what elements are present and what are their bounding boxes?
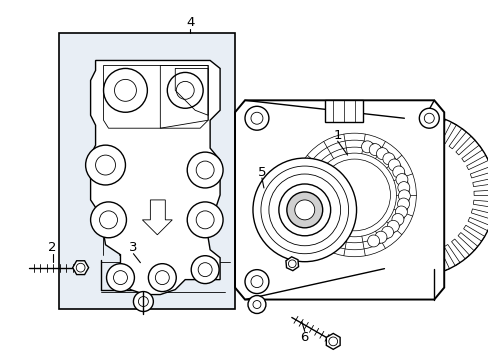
- Polygon shape: [466, 156, 488, 170]
- Circle shape: [113, 271, 127, 285]
- Circle shape: [376, 148, 387, 159]
- Circle shape: [252, 158, 356, 262]
- Polygon shape: [448, 129, 466, 149]
- Text: 5: 5: [257, 166, 265, 179]
- Circle shape: [191, 256, 219, 284]
- Circle shape: [187, 152, 223, 188]
- Circle shape: [424, 113, 433, 123]
- Circle shape: [392, 166, 404, 178]
- Circle shape: [133, 292, 153, 311]
- Polygon shape: [418, 254, 426, 276]
- Polygon shape: [424, 114, 433, 137]
- Polygon shape: [467, 217, 488, 231]
- Polygon shape: [427, 252, 437, 275]
- Circle shape: [250, 112, 263, 124]
- Circle shape: [286, 192, 322, 228]
- Text: 1: 1: [333, 129, 341, 142]
- Polygon shape: [441, 122, 455, 144]
- Text: 6: 6: [300, 331, 308, 344]
- Circle shape: [278, 184, 330, 236]
- Polygon shape: [432, 117, 445, 140]
- Circle shape: [294, 200, 314, 220]
- Bar: [59, 32, 235, 310]
- Polygon shape: [325, 333, 340, 349]
- Text: 4: 4: [185, 16, 194, 29]
- Polygon shape: [455, 136, 474, 155]
- Circle shape: [114, 80, 136, 101]
- Circle shape: [386, 220, 398, 232]
- Circle shape: [155, 271, 169, 285]
- Circle shape: [395, 174, 407, 185]
- Circle shape: [381, 226, 393, 238]
- Polygon shape: [235, 100, 443, 300]
- Circle shape: [90, 202, 126, 238]
- Circle shape: [397, 181, 409, 194]
- Circle shape: [397, 198, 408, 210]
- Text: 2: 2: [48, 241, 57, 254]
- Circle shape: [374, 231, 386, 243]
- Circle shape: [138, 297, 148, 306]
- Circle shape: [167, 72, 203, 108]
- Polygon shape: [285, 257, 298, 271]
- Polygon shape: [472, 178, 488, 186]
- Polygon shape: [435, 249, 448, 271]
- Bar: [324, 100, 362, 122]
- Circle shape: [261, 166, 348, 254]
- Circle shape: [106, 264, 134, 292]
- Polygon shape: [450, 239, 468, 259]
- Text: 3: 3: [129, 241, 138, 254]
- Polygon shape: [461, 145, 482, 162]
- Circle shape: [198, 263, 212, 276]
- Polygon shape: [469, 166, 488, 178]
- Polygon shape: [73, 261, 88, 275]
- Circle shape: [419, 108, 438, 128]
- Polygon shape: [473, 190, 488, 195]
- Circle shape: [395, 206, 407, 218]
- Circle shape: [244, 270, 268, 293]
- Polygon shape: [470, 209, 488, 220]
- Circle shape: [391, 213, 403, 225]
- Circle shape: [103, 68, 147, 112]
- Circle shape: [361, 141, 373, 153]
- Circle shape: [398, 190, 409, 202]
- Circle shape: [95, 155, 115, 175]
- Polygon shape: [472, 200, 488, 208]
- Circle shape: [247, 296, 265, 314]
- Circle shape: [196, 161, 214, 179]
- Circle shape: [250, 276, 263, 288]
- Circle shape: [85, 145, 125, 185]
- Polygon shape: [443, 244, 459, 266]
- Circle shape: [382, 153, 394, 165]
- Polygon shape: [457, 233, 477, 251]
- Circle shape: [367, 235, 379, 247]
- Circle shape: [268, 174, 340, 246]
- Circle shape: [252, 301, 261, 309]
- Circle shape: [187, 202, 223, 238]
- Circle shape: [368, 144, 381, 156]
- Circle shape: [387, 159, 400, 171]
- Circle shape: [148, 264, 176, 292]
- Circle shape: [196, 211, 214, 229]
- Circle shape: [100, 211, 117, 229]
- Circle shape: [244, 106, 268, 130]
- Polygon shape: [90, 60, 220, 294]
- Polygon shape: [463, 225, 484, 241]
- Circle shape: [176, 81, 194, 99]
